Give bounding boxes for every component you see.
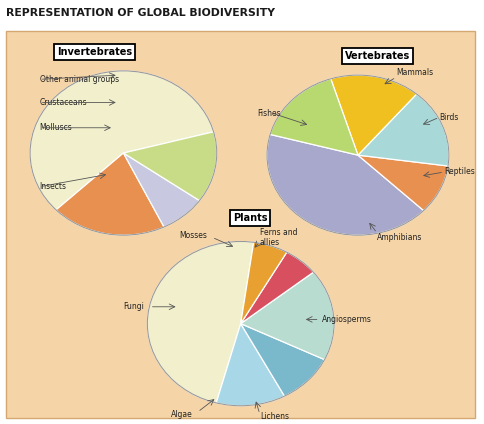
Wedge shape — [358, 94, 449, 166]
Text: Reptiles: Reptiles — [444, 167, 475, 176]
Wedge shape — [331, 75, 417, 155]
Text: Other animal groups: Other animal groups — [40, 75, 119, 84]
Wedge shape — [241, 252, 314, 324]
Text: Fungi: Fungi — [123, 302, 144, 311]
Text: Insects: Insects — [40, 182, 67, 191]
Wedge shape — [358, 155, 448, 211]
Text: Invertebrates: Invertebrates — [57, 47, 132, 57]
Wedge shape — [123, 132, 217, 201]
Wedge shape — [56, 153, 164, 235]
Text: Plants: Plants — [233, 213, 268, 223]
Text: Angiosperms: Angiosperms — [322, 315, 372, 324]
Wedge shape — [123, 153, 199, 227]
Text: REPRESENTATION OF GLOBAL BIODIVERSITY: REPRESENTATION OF GLOBAL BIODIVERSITY — [6, 8, 275, 18]
Wedge shape — [30, 71, 213, 210]
Wedge shape — [147, 242, 254, 403]
Text: Molluscs: Molluscs — [40, 123, 73, 132]
FancyBboxPatch shape — [6, 31, 475, 418]
Text: Vertebrates: Vertebrates — [345, 51, 410, 61]
Wedge shape — [241, 272, 334, 360]
Text: Algae: Algae — [171, 410, 193, 418]
Wedge shape — [241, 242, 287, 324]
Wedge shape — [241, 324, 325, 396]
Text: Ferns and
allies: Ferns and allies — [260, 228, 297, 247]
Wedge shape — [270, 79, 358, 155]
Text: Crustaceans: Crustaceans — [40, 98, 87, 107]
Text: Birds: Birds — [439, 113, 459, 122]
Text: Mosses: Mosses — [179, 231, 207, 240]
Text: Mammals: Mammals — [396, 69, 433, 78]
Wedge shape — [216, 324, 285, 406]
Text: Lichens: Lichens — [260, 412, 289, 421]
Wedge shape — [267, 134, 424, 235]
Text: Amphibians: Amphibians — [377, 233, 423, 242]
Text: Fishes: Fishes — [257, 109, 281, 117]
